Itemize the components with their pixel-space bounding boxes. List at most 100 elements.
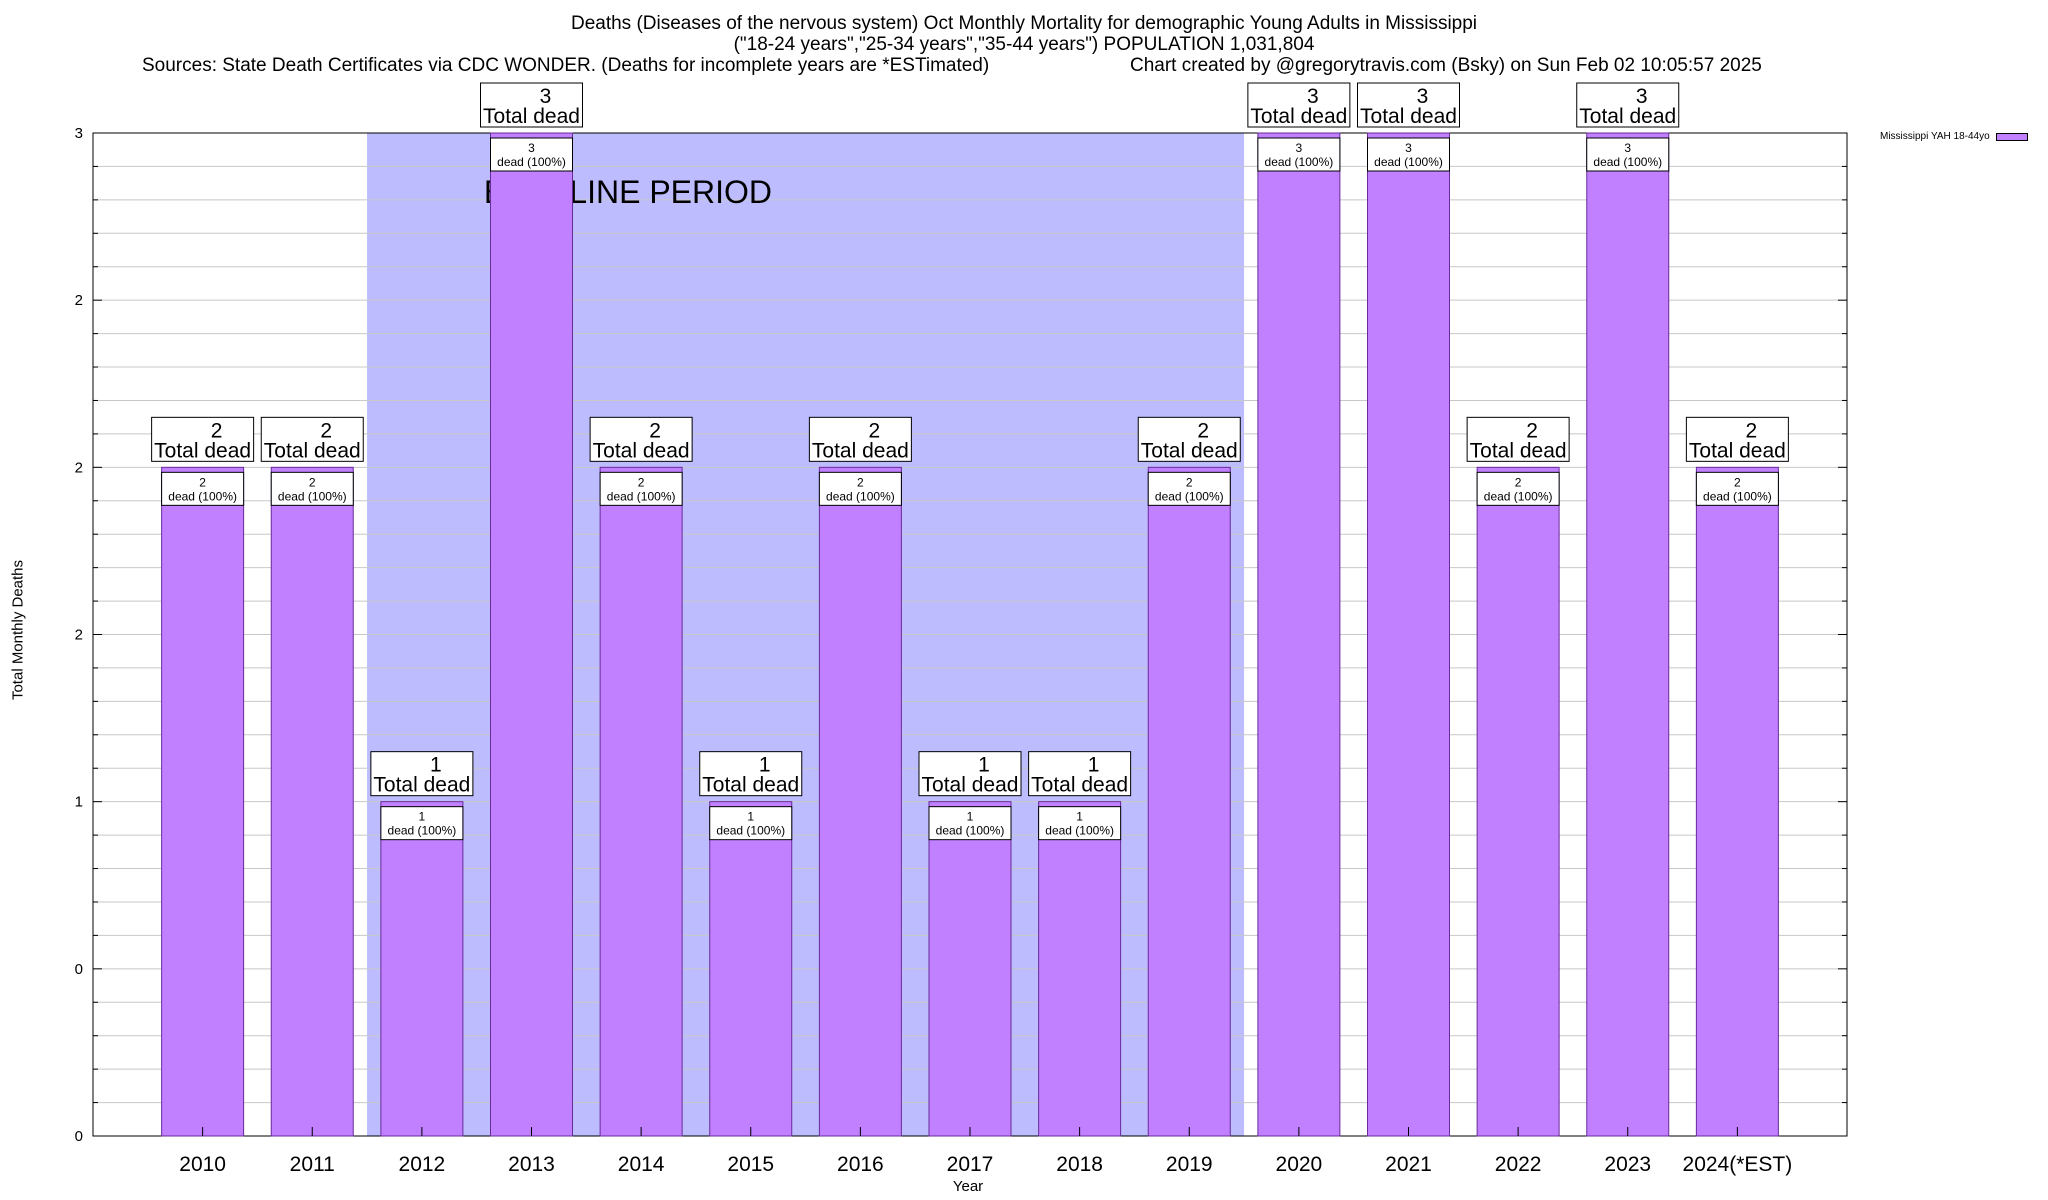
bar-inner-label: dead (100%) bbox=[936, 824, 1005, 838]
bar-inner-value: 2 bbox=[1515, 475, 1522, 489]
bar-inner-label: dead (100%) bbox=[1155, 489, 1224, 503]
x-tick-label: 2017 bbox=[947, 1153, 994, 1176]
bar-total-label: Total dead bbox=[812, 439, 909, 462]
bar-total-value: 3 bbox=[1307, 85, 1319, 108]
x-tick-label: 2023 bbox=[1604, 1153, 1651, 1176]
bar-inner-label-box bbox=[709, 806, 793, 841]
bar-total-label: Total dead bbox=[1250, 105, 1347, 128]
bar-inner-label-box bbox=[380, 806, 464, 841]
bar-total-label-box bbox=[260, 416, 364, 462]
bar-inner-label: dead (100%) bbox=[716, 824, 785, 838]
bar-total-value: 1 bbox=[430, 754, 442, 777]
bar-total-value: 2 bbox=[1197, 419, 1209, 442]
bar-total-value: 2 bbox=[320, 419, 332, 442]
bar bbox=[1257, 132, 1341, 1137]
bar-inner-label: dead (100%) bbox=[826, 489, 895, 503]
bar bbox=[1695, 466, 1779, 1137]
bar-total-value: 2 bbox=[649, 419, 661, 442]
bar bbox=[928, 801, 1012, 1137]
chart-title-line-2: ("18-24 years","25-34 years","35-44 year… bbox=[733, 34, 1315, 55]
bar-total-label: Total dead bbox=[373, 774, 470, 797]
bar-inner-value: 1 bbox=[747, 810, 754, 824]
bar-total-label-box bbox=[1466, 416, 1570, 462]
bar-inner-label-box bbox=[1367, 137, 1450, 172]
bar-inner-label: dead (100%) bbox=[1703, 489, 1772, 503]
bar-inner-value: 2 bbox=[857, 475, 864, 489]
bar bbox=[380, 801, 464, 1137]
bar-inner-label: dead (100%) bbox=[168, 489, 237, 503]
bar-total-label: Total dead bbox=[483, 105, 580, 128]
bar-total-value: 3 bbox=[1636, 85, 1648, 108]
x-tick-label: 2018 bbox=[1056, 1153, 1103, 1176]
x-tick-label: 2010 bbox=[179, 1153, 226, 1176]
x-tick-label: 2016 bbox=[837, 1153, 884, 1176]
bar-inner-label: dead (100%) bbox=[1593, 155, 1662, 169]
bar-inner-label: dead (100%) bbox=[607, 489, 676, 503]
bar-total-label-box bbox=[151, 416, 255, 462]
bar-inner-label: dead (100%) bbox=[497, 155, 566, 169]
bar-inner-label-box bbox=[818, 471, 902, 506]
chart-credit: Chart created by @gregorytravis.com (Bsk… bbox=[1130, 55, 1762, 76]
bar-total-label: Total dead bbox=[922, 774, 1019, 797]
x-axis-label: Year bbox=[952, 1178, 984, 1195]
bar-inner-value: 1 bbox=[1076, 810, 1083, 824]
bar-inner-label-box bbox=[490, 137, 573, 172]
bar-inner-label-box bbox=[599, 471, 683, 506]
y-tick-label: 0 bbox=[75, 1128, 83, 1145]
x-tick-label: 2015 bbox=[727, 1153, 774, 1176]
bar-total-label-box bbox=[1028, 751, 1132, 797]
bar-inner-label-box bbox=[1147, 471, 1231, 506]
bar-total-value: 1 bbox=[978, 754, 990, 777]
bar-total-label: Total dead bbox=[1360, 105, 1457, 128]
bar-inner-label-box bbox=[928, 806, 1012, 841]
y-tick-label: 2 bbox=[75, 292, 83, 309]
bar-inner-label-box bbox=[1586, 137, 1670, 172]
bar-total-value: 2 bbox=[1746, 419, 1758, 442]
bar bbox=[1586, 132, 1670, 1137]
bar-total-label-box bbox=[1137, 416, 1241, 462]
bar-total-value: 2 bbox=[211, 419, 223, 442]
bar bbox=[161, 466, 245, 1137]
bar-total-value: 2 bbox=[869, 419, 881, 442]
bar-inner-value: 1 bbox=[967, 810, 974, 824]
bar-total-value: 3 bbox=[1417, 85, 1429, 108]
bar bbox=[599, 466, 683, 1137]
bar bbox=[490, 132, 573, 1137]
bar-total-label-box bbox=[1247, 82, 1351, 128]
bar-inner-label-box bbox=[1476, 471, 1560, 506]
bar bbox=[1147, 466, 1231, 1137]
bar-inner-value: 2 bbox=[1186, 475, 1193, 489]
bar bbox=[1038, 801, 1122, 1137]
bar-inner-value: 3 bbox=[1296, 141, 1303, 155]
bar-total-label-box bbox=[918, 751, 1022, 797]
bar bbox=[1476, 466, 1560, 1137]
y-tick-label: 3 bbox=[75, 125, 83, 142]
legend: Mississippi YAH 18-44yo bbox=[1880, 131, 2028, 142]
y-tick-label: 2 bbox=[75, 459, 83, 476]
bar-total-label: Total dead bbox=[1470, 439, 1567, 462]
bar bbox=[709, 801, 793, 1137]
y-tick-label: 1 bbox=[75, 794, 83, 811]
bar-inner-label-box bbox=[1695, 471, 1779, 506]
bar-inner-label: dead (100%) bbox=[1374, 155, 1443, 169]
bar-total-value: 1 bbox=[759, 754, 771, 777]
x-tick-label: 2021 bbox=[1385, 1153, 1432, 1176]
bar-inner-label-box bbox=[1257, 137, 1341, 172]
bar-total-label: Total dead bbox=[1689, 439, 1786, 462]
bar-total-label-box bbox=[699, 751, 803, 797]
y-tick-label: 0 bbox=[75, 961, 83, 978]
x-tick-label: 2020 bbox=[1276, 1153, 1323, 1176]
legend-swatch bbox=[1995, 132, 2028, 141]
bar bbox=[270, 466, 354, 1137]
bar-total-label: Total dead bbox=[1141, 439, 1238, 462]
bar-total-label: Total dead bbox=[1031, 774, 1128, 797]
bar-inner-value: 2 bbox=[199, 475, 206, 489]
bar-total-label-box bbox=[1685, 416, 1789, 462]
x-tick-label: 2012 bbox=[399, 1153, 446, 1176]
bar-inner-label: dead (100%) bbox=[1484, 489, 1553, 503]
bar-total-label: Total dead bbox=[154, 439, 251, 462]
bar-inner-label: dead (100%) bbox=[1265, 155, 1334, 169]
x-tick-label: 2013 bbox=[508, 1153, 555, 1176]
bar-total-label: Total dead bbox=[264, 439, 361, 462]
bar-inner-label-box bbox=[1038, 806, 1122, 841]
